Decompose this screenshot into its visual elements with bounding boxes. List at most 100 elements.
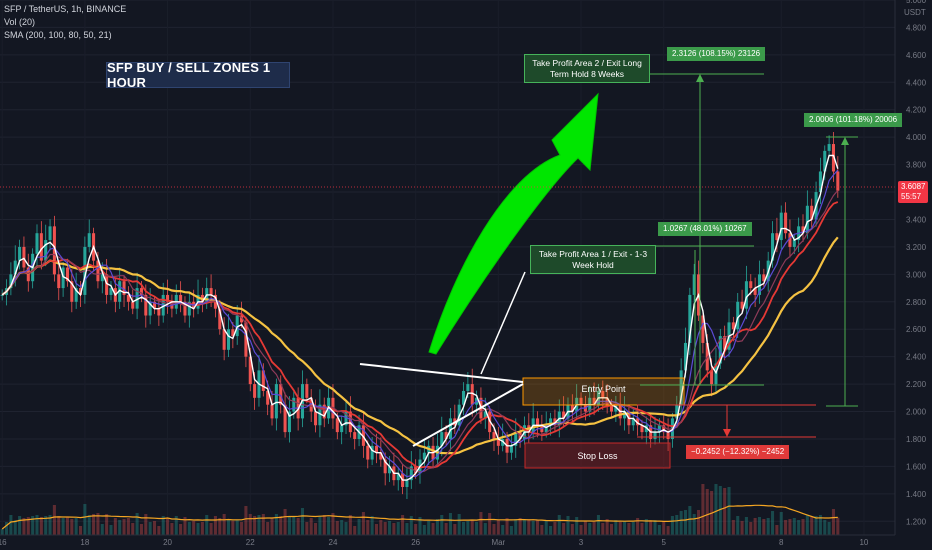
candle-body (601, 390, 605, 398)
candle-body (48, 226, 52, 241)
candle-body (688, 294, 692, 343)
stop-loss-zone (524, 442, 671, 469)
volume-bar (240, 522, 244, 535)
volume-bar (570, 524, 574, 535)
sma-legend[interactable]: SMA (200, 100, 80, 50, 21) (4, 30, 112, 40)
volume-bar (575, 517, 579, 535)
candle-body (131, 301, 135, 309)
time-tick-label: 3 (579, 538, 584, 547)
volume-bar (705, 489, 709, 535)
tp1-note: Take Profit Area 1 / Exit - 1-3 Week Hol… (530, 245, 656, 274)
volume-bar (762, 519, 766, 535)
volume-bar (618, 522, 622, 535)
volume-bar (35, 515, 39, 535)
candle-body (570, 404, 574, 412)
volume-bar (418, 517, 422, 535)
candle-body (22, 246, 26, 268)
candle-body (209, 288, 213, 295)
candle-body (253, 384, 257, 398)
candle-body (361, 425, 365, 446)
volume-bar (405, 523, 409, 535)
volume-bar (644, 519, 648, 535)
volume-bar (366, 520, 370, 535)
price-tick-label: 5.000 (906, 0, 927, 5)
volume-bar (531, 521, 535, 535)
volume-bar (92, 514, 96, 535)
volume-bar (505, 518, 509, 535)
volume-bar (496, 520, 500, 535)
candle-body (775, 233, 779, 241)
volume-bar (26, 517, 30, 535)
candle-body (100, 274, 104, 282)
candle-body (9, 274, 13, 289)
time-tick-label: 16 (0, 538, 7, 547)
volume-bar (331, 513, 335, 535)
entry-point-label: Entry Point (581, 384, 626, 394)
candle-body (592, 397, 596, 405)
current-price-value: 3.6087 (901, 182, 926, 191)
candle-body (353, 432, 357, 439)
volume-bar (57, 516, 61, 535)
volume-bar (13, 520, 17, 535)
candle-body (405, 480, 409, 487)
candle-body (274, 384, 278, 419)
candle-body (135, 288, 139, 309)
candle-body (662, 425, 666, 433)
volume-bar (757, 517, 762, 535)
candle-body (370, 445, 374, 460)
entry-zone (522, 377, 685, 406)
volume-legend[interactable]: Vol (20) (4, 17, 36, 27)
candle-body (139, 288, 143, 295)
volume-bar (131, 523, 135, 535)
candle-body (483, 411, 487, 419)
volume-bar (109, 525, 113, 535)
volume-bar (679, 511, 683, 535)
candle-body (52, 226, 56, 275)
candle-body (266, 390, 270, 405)
volume-bar (248, 514, 252, 535)
time-axis[interactable]: 161820222426Mar3581012151719222426 (0, 538, 932, 547)
time-tick-label: 26 (411, 538, 420, 547)
candle-body (414, 466, 418, 474)
volume-bar (52, 505, 56, 535)
volume-bar (466, 521, 470, 535)
volume-bar (327, 517, 331, 535)
volume-bar (218, 518, 222, 535)
candle-body (710, 370, 714, 385)
time-tick-label: 20 (163, 538, 172, 547)
volume-bar (157, 526, 161, 535)
candle-body (544, 425, 548, 433)
candle-body (396, 473, 400, 481)
candle-body (144, 294, 148, 316)
candle-body (440, 432, 444, 446)
candle-body (374, 445, 378, 453)
volume-bar (662, 521, 666, 535)
candle-body (244, 322, 248, 357)
volume-bar (357, 519, 361, 535)
symbol-legend[interactable]: SFP / TetherUS, 1h, BINANCE (4, 4, 127, 14)
candle-body (470, 384, 474, 405)
volume-bar (70, 519, 74, 535)
volume-bar (9, 515, 13, 535)
measure-right (826, 136, 858, 407)
volume-bar (392, 523, 396, 535)
volume-bar (535, 520, 540, 535)
volume-bar (588, 523, 592, 535)
axis-unit: USDT (904, 8, 926, 17)
price-tick-label: 2.600 (906, 325, 927, 334)
stop-loss-label: Stop Loss (577, 450, 618, 461)
volume-bar (792, 518, 796, 535)
candle-body (318, 404, 322, 426)
candle-body (614, 404, 618, 412)
volume-bar (431, 523, 435, 535)
volume-bar (797, 520, 801, 535)
candle-body (579, 397, 583, 405)
volume-bar (475, 522, 479, 535)
volume-bar (353, 526, 357, 535)
candle-body (666, 432, 670, 439)
volume-bar (453, 524, 457, 535)
volume-bar (100, 524, 104, 535)
candle-body (122, 281, 126, 295)
volume-bar (810, 517, 814, 535)
